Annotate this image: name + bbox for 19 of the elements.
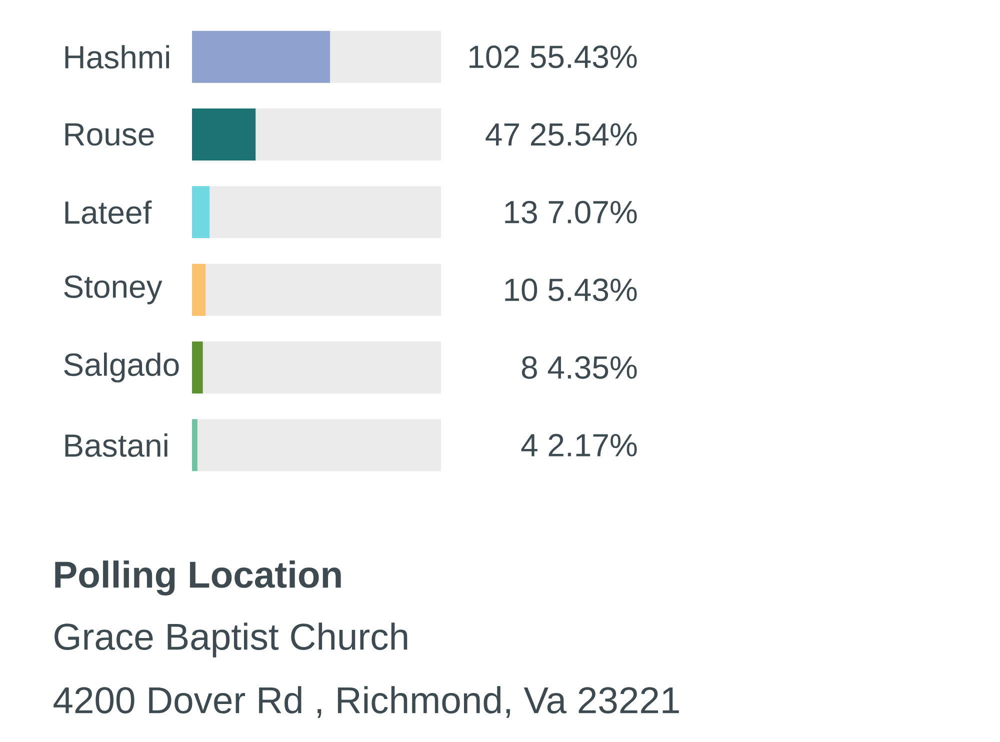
y-tick-label: Lateef xyxy=(65,200,152,224)
y-tick-label: Hashmi xyxy=(65,45,170,69)
bar xyxy=(192,264,206,316)
text: Grace Baptist Church xyxy=(54,622,408,658)
data-label: 47 25.54% xyxy=(486,123,637,146)
data-label: 4 2.17% xyxy=(521,434,637,456)
y-tick-label: Rouse xyxy=(65,123,154,146)
y-tick-label: Stoney xyxy=(64,275,162,304)
data-label: 8 4.35% xyxy=(522,356,637,379)
data-label: 10 5.43% xyxy=(505,278,637,302)
bar xyxy=(192,419,198,472)
y-tick-label: Salgado xyxy=(64,352,179,382)
text: Polling Location xyxy=(55,560,341,596)
data-label: 102 55.43% xyxy=(470,46,637,68)
data-label: 13 7.07% xyxy=(505,200,637,224)
y-tick-label: Bastani xyxy=(65,433,168,457)
bar xyxy=(192,186,210,238)
text: 4200 Dover Rd , Richmond, Va 23221 xyxy=(54,686,679,718)
bar xyxy=(192,341,203,394)
